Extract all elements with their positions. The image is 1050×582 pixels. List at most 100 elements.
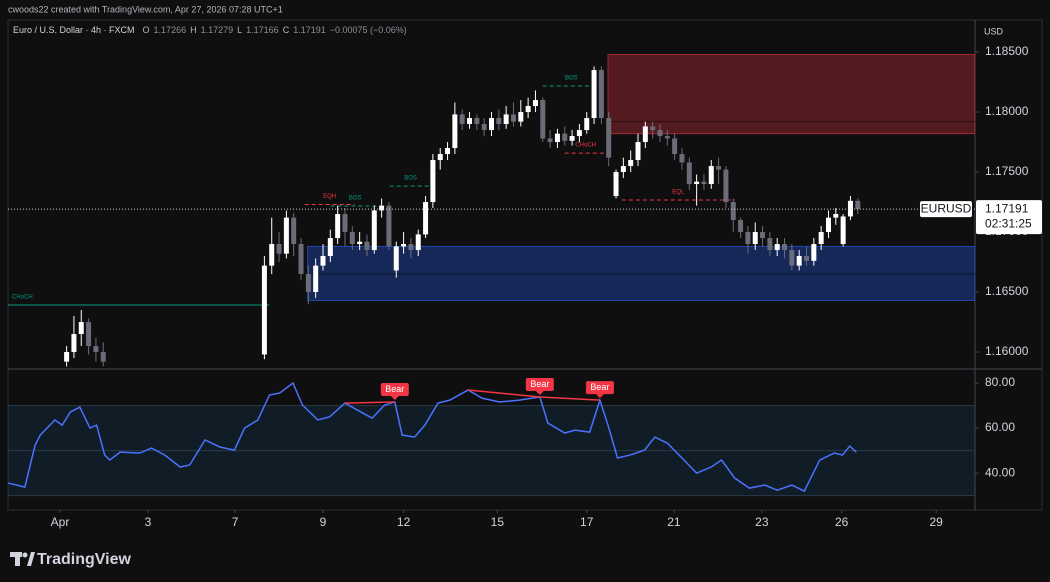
candle-body <box>342 214 348 233</box>
osc-y-tick-label: 40.00 <box>985 465 1015 479</box>
candle-body <box>540 100 546 139</box>
candle-body <box>679 154 685 163</box>
candle-body <box>789 250 795 266</box>
candle-body <box>745 232 751 245</box>
x-tick-label: 3 <box>145 515 152 529</box>
candle-body <box>811 244 817 261</box>
candle-body <box>694 181 700 185</box>
candle-body <box>708 166 714 185</box>
candle-body <box>569 136 575 141</box>
x-tick-label: Apr <box>51 515 70 529</box>
candle-body <box>291 217 297 245</box>
candle-body <box>598 70 604 119</box>
candle-body <box>701 181 707 185</box>
logo-slash <box>27 552 35 566</box>
legend-change: −0.00075 (−0.06%) <box>329 25 407 35</box>
candle-body <box>489 118 494 131</box>
candle-body <box>386 205 392 247</box>
candle-body <box>313 265 319 293</box>
candle-body <box>613 172 619 197</box>
structure-label: CHoCH <box>575 143 596 149</box>
x-tick-label: 7 <box>232 515 239 529</box>
oscillator-pane <box>8 381 975 497</box>
candle-body <box>71 334 77 353</box>
currency-label: USD <box>984 26 1004 36</box>
y-tick-label: 1.16500 <box>985 284 1029 298</box>
signal-label: Bear <box>590 382 609 392</box>
candle-body <box>496 118 502 125</box>
candle-body <box>738 220 744 233</box>
y-tick-label: 1.17500 <box>985 164 1029 178</box>
structure-label: EQL <box>672 190 685 196</box>
candle-body <box>269 244 275 266</box>
candle-body <box>335 214 341 239</box>
divergence-line <box>344 401 395 404</box>
candle-body <box>78 322 84 335</box>
candle-body <box>276 244 282 254</box>
legend-high: 1.17279 <box>200 25 234 35</box>
candle-body <box>672 138 678 155</box>
structure-label: BOS <box>349 196 362 202</box>
candle-body <box>606 118 612 158</box>
legend-close: 1.17191 <box>293 25 326 35</box>
footer-logo <box>10 552 35 566</box>
x-tick-label: 17 <box>580 515 594 529</box>
candle-body <box>459 114 465 125</box>
signal-badge <box>525 378 554 392</box>
x-tick-label: 15 <box>491 515 505 529</box>
signal-pointer <box>535 391 544 396</box>
structure-label: EQH <box>323 194 336 200</box>
candle-body <box>664 136 670 139</box>
candle-body <box>261 265 267 355</box>
signal-pointer <box>595 394 604 399</box>
candle-body <box>554 133 560 143</box>
candle-body <box>620 166 626 173</box>
x-tick-label: 21 <box>667 515 681 529</box>
last-price-label: 1.17191 <box>985 201 1029 215</box>
candle-body <box>818 232 824 245</box>
candle-body <box>825 217 831 233</box>
zone <box>307 245 975 301</box>
y-tick-label: 1.18500 <box>985 44 1029 58</box>
symbol-label: EURUSD <box>921 201 972 215</box>
candle-body <box>562 133 568 141</box>
candle-body <box>752 232 758 245</box>
candle-body <box>408 244 414 251</box>
candle-body <box>503 114 509 125</box>
candle-body <box>327 238 333 257</box>
legend-symbol: Euro / U.S. Dollar · 4h · FXCM <box>13 25 135 35</box>
candle-body <box>767 238 773 251</box>
candle-body <box>510 114 516 122</box>
last-price-badge <box>976 200 1042 235</box>
candle-body <box>393 246 399 271</box>
x-tick-label: 12 <box>397 515 411 529</box>
signal-badge <box>585 381 614 395</box>
legend: Euro / U.S. Dollar · 4h · FXCM O 1.17266 … <box>13 25 407 35</box>
logo-dot <box>22 552 28 558</box>
candle-body <box>100 352 106 362</box>
candle-body <box>481 124 487 131</box>
candle-body <box>804 256 810 261</box>
candle-body <box>474 118 480 125</box>
candle-body <box>716 166 722 170</box>
legend-o: O <box>142 25 150 35</box>
osc-y-tick-label: 80.00 <box>985 375 1015 389</box>
structure-label: CHoCH <box>12 295 33 301</box>
frame <box>7 19 1043 511</box>
price-pane: CHoCH EQH BOS BOS BOS CHoCH EQL <box>8 53 975 367</box>
candle-body <box>467 118 473 125</box>
structure-label: BOS <box>404 176 417 182</box>
candle-body <box>840 216 846 245</box>
candle-body <box>774 244 780 251</box>
candle-body <box>357 241 363 245</box>
candle-body <box>401 244 407 247</box>
x-tick-label: 23 <box>755 515 769 529</box>
candle-body <box>452 114 458 149</box>
candle-body <box>283 217 289 254</box>
candle-body <box>349 232 355 245</box>
osc-y-tick-label: 60.00 <box>985 420 1015 434</box>
candle-body <box>628 160 634 167</box>
y-tick-label: 1.18000 <box>985 104 1029 118</box>
candle-body <box>305 274 311 293</box>
candle-body <box>686 162 692 185</box>
